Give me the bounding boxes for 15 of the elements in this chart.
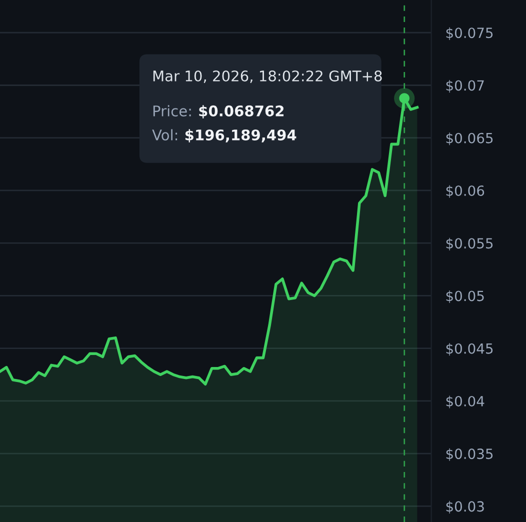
annotation: $0.068762 bbox=[199, 105, 284, 118]
annotation: $196,189,494 bbox=[185, 129, 296, 142]
annotation: Vol: bbox=[152, 129, 178, 140]
annotation: Price: bbox=[153, 105, 191, 116]
y-tick-label: $0.07 bbox=[446, 80, 484, 93]
y-tick-label: $0.045 bbox=[446, 343, 493, 356]
annotation: Mar 10, 2026, 18:02:22 GMT+8 bbox=[153, 70, 382, 83]
y-tick-label: $0.035 bbox=[446, 448, 493, 461]
y-tick-label: $0.05 bbox=[446, 290, 484, 304]
y-tick-label: $0.065 bbox=[446, 132, 493, 146]
y-tick-label: $0.03 bbox=[446, 500, 484, 514]
y-tick-label: $0.04 bbox=[446, 396, 484, 408]
y-tick-label: $0.055 bbox=[446, 238, 493, 250]
y-tick-label: $0.075 bbox=[446, 27, 493, 40]
y-tick-label: $0.06 bbox=[446, 185, 484, 198]
